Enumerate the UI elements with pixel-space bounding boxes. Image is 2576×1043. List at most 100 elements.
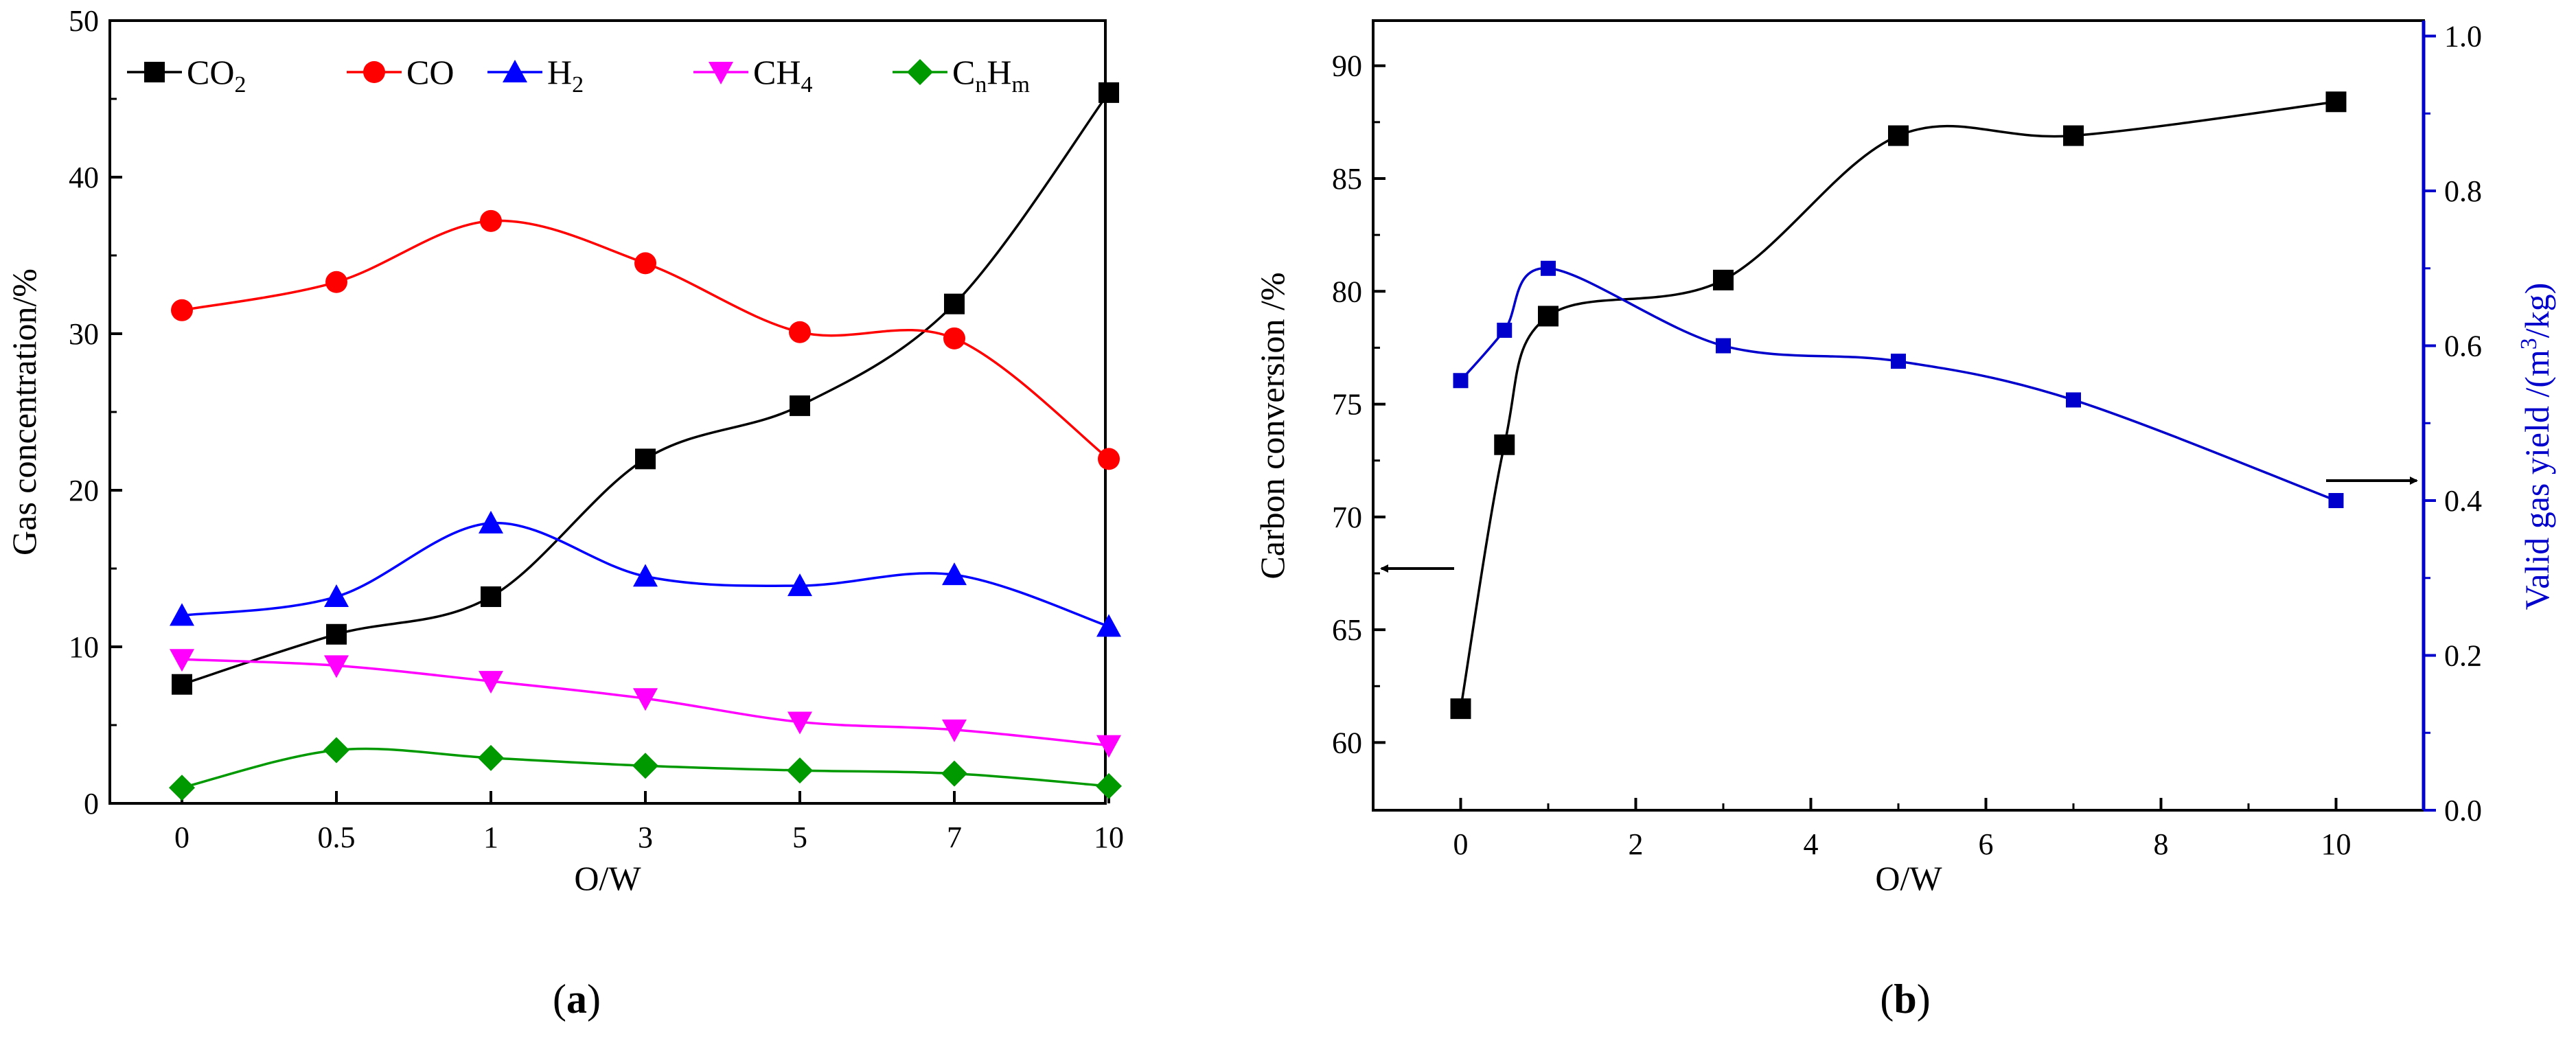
chart-a-point-1-4	[789, 321, 811, 343]
chart-a-point-4-1	[323, 737, 349, 764]
caption-a-letter: a	[566, 976, 587, 1022]
chart-a-point-4-0	[169, 775, 195, 801]
chart-b-y-tick-label-left: 70	[1332, 501, 1362, 534]
chart-b-curves	[1459, 100, 2337, 709]
chart-a-markers	[169, 82, 1122, 801]
chart-a-point-1-3	[634, 252, 656, 275]
chart-a-x-tick-label: 1	[483, 821, 498, 854]
chart-a-point-2-2	[479, 510, 503, 534]
chart-a-y-axis-label: Gas concentration/%	[5, 268, 43, 555]
chart-a-x-tick-label: 5	[792, 821, 807, 854]
chart-a-y-tick-label: 20	[69, 474, 99, 507]
caption-b-letter: b	[1894, 976, 1916, 1022]
chart-b-y-tick-label-right: 0.2	[2444, 639, 2482, 673]
chart-b-y-axis-label-right-tail: /kg)	[2518, 283, 2556, 339]
chart-a-y-tick-label: 50	[69, 4, 99, 38]
chart-b-y-tick-label-left: 75	[1332, 388, 1362, 422]
chart-a-x-tick-label: 10	[1094, 821, 1124, 854]
chart-b-point-1-4	[1891, 354, 1906, 369]
chart-a-x-tick-label: 7	[947, 821, 962, 854]
chart-a-point-3-6	[1096, 735, 1121, 758]
chart-a-point-2-5	[942, 562, 967, 586]
chart-b-point-1-6	[2328, 493, 2344, 509]
chart-a-x-tick-label: 0	[174, 821, 189, 854]
chart-a-legend-label-3: CH4	[753, 53, 812, 98]
chart-a-y-ticks: 0 10 20 30 40 50	[69, 4, 122, 821]
caption-a-close: )	[587, 976, 601, 1022]
chart-a-lines	[181, 91, 1110, 789]
chart-b-markers	[1450, 91, 2347, 720]
chart-b-point-0-3	[1713, 269, 1734, 290]
chart-a-series-line-0	[181, 91, 1110, 686]
chart-b-x-ticks: 0 2 4 6 8 10	[1453, 798, 2351, 861]
chart-b-x-tick-label: 4	[1804, 827, 1819, 861]
chart-a-legend: CO2 CO H2 CH4 CnHm	[127, 53, 1030, 98]
chart-a-plot-frame	[108, 19, 1107, 805]
chart-a-x-tick-label: 0.5	[318, 821, 356, 854]
chart-b-x-axis-label: O/W	[1875, 859, 1942, 897]
chart-b-y-ticks-right: 0.0 0.2 0.4 0.6 0.8 1.0	[2424, 20, 2482, 827]
chart-a-point-3-0	[170, 649, 194, 672]
chart-b-y-tick-label-right: 0.8	[2444, 174, 2482, 208]
chart-a-legend-label-2: H2	[547, 53, 584, 98]
chart-b-series-curve-0	[1459, 100, 2336, 709]
chart-b-y-tick-label-right: 0.6	[2444, 330, 2482, 363]
chart-a-point-0-4	[790, 395, 810, 416]
chart-a-point-4-4	[787, 757, 813, 784]
chart-a-y-tick-label: 40	[69, 161, 99, 194]
chart-b-point-1-3	[1716, 338, 1731, 354]
chart-a-point-0-3	[635, 448, 656, 470]
chart-b-y-tick-label-left: 60	[1332, 726, 1362, 759]
chart-a-x-ticks: 0 0.5 1 3 5 7 10	[174, 791, 1124, 854]
chart-b-point-0-0	[1450, 698, 1471, 720]
chart-b-point-0-4	[1888, 125, 1909, 146]
chart-b-point-0-2	[1538, 306, 1559, 327]
chart-b-x-tick-label: 8	[2154, 827, 2169, 861]
chart-b-y-tick-label-right: 0.4	[2444, 484, 2482, 518]
chart-b-y-axis-label-left: Carbon conversion /%	[1253, 272, 1291, 579]
chart-a-point-0-6	[1099, 82, 1119, 103]
chart-b-point-0-6	[2325, 91, 2347, 113]
chart-b-x-tick-label: 6	[1979, 827, 1994, 861]
chart-b-y-ticks-left: 60 65 70 75 80 85 90	[1332, 49, 1385, 759]
chart-b-y-tick-label-left: 65	[1332, 613, 1362, 647]
chart-b-point-0-1	[1494, 434, 1515, 455]
caption-a-open: (	[553, 976, 566, 1022]
chart-a-point-4-3	[632, 753, 658, 779]
chart-a-x-tick-label: 3	[638, 821, 653, 854]
chart-a-y-tick-label: 10	[69, 630, 99, 664]
chart-a-point-0-5	[944, 293, 965, 314]
chart-b-x-tick-label: 10	[2321, 827, 2351, 861]
chart-a-point-2-0	[170, 603, 194, 626]
chart-b-point-1-5	[2066, 392, 2081, 408]
chart-b: 60 65 70 75 80 85 90 0.0 0.2 0.4 0.6 0.8 1.0 0 2 4 6 8 1…	[1253, 19, 2556, 897]
chart-a: 0 10 20 30 40 50 0 0.5 1 3 5 7 10 Gas concentration…	[5, 4, 1124, 897]
chart-a-legend-marker-3	[709, 62, 733, 84]
chart-a-point-2-3	[633, 564, 658, 587]
chart-a-legend-label-0: CO2	[187, 53, 246, 98]
chart-b-point-1-2	[1541, 260, 1556, 276]
caption-a: (a)	[553, 976, 601, 1022]
caption-b: (b)	[1880, 976, 1930, 1022]
chart-a-point-1-0	[171, 299, 193, 321]
chart-a-point-0-2	[481, 586, 501, 608]
chart-a-point-2-4	[787, 573, 812, 597]
chart-a-y-tick-label: 0	[84, 787, 99, 821]
chart-a-point-1-6	[1098, 448, 1120, 470]
chart-b-x-tick-label: 0	[1453, 827, 1469, 861]
chart-a-point-4-6	[1096, 772, 1122, 799]
chart-a-legend-marker-4	[907, 59, 933, 85]
chart-b-point-0-5	[2063, 125, 2084, 146]
chart-a-point-2-6	[1096, 614, 1121, 637]
chart-a-point-1-1	[325, 271, 347, 293]
chart-a-legend-label-1: CO	[406, 53, 454, 91]
chart-b-series-curve-1	[1460, 267, 2337, 502]
chart-a-y-tick-label: 30	[69, 317, 99, 351]
chart-a-point-3-4	[787, 711, 812, 735]
chart-b-point-1-0	[1453, 373, 1469, 389]
chart-a-legend-label-4: CnHm	[952, 53, 1030, 98]
chart-a-point-1-5	[943, 327, 965, 349]
chart-b-point-1-1	[1497, 322, 1513, 338]
chart-a-point-3-3	[633, 688, 658, 711]
